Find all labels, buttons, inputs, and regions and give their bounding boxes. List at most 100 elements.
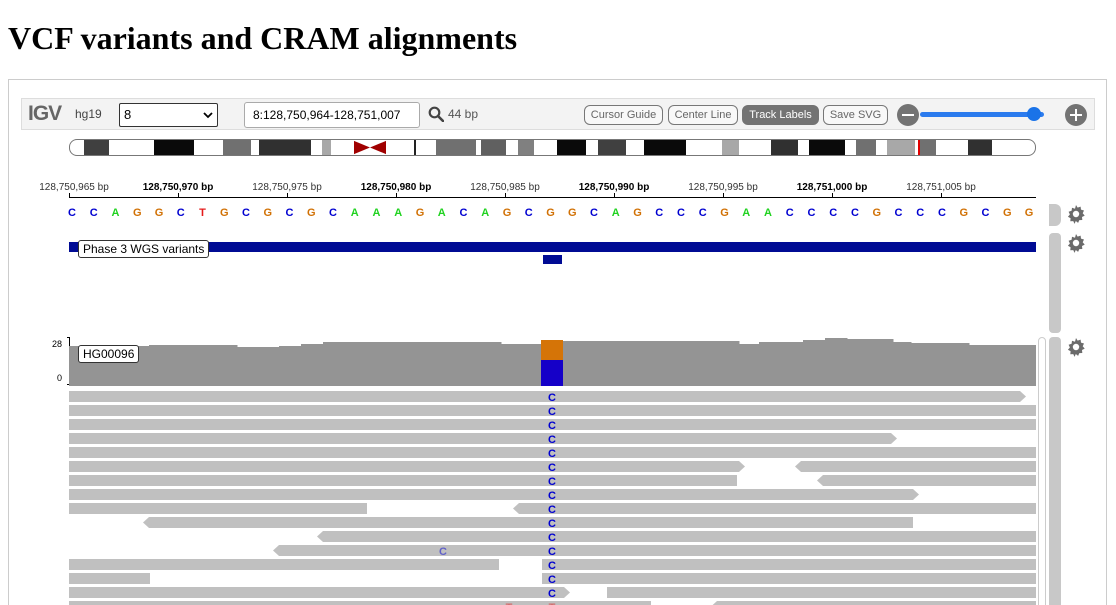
- coverage-track[interactable]: [69, 338, 1036, 386]
- coverage-bar: [969, 345, 1036, 386]
- zoom-slider-thumb[interactable]: [1027, 107, 1042, 121]
- ruler-tick: [178, 193, 179, 197]
- ideogram-band: [154, 140, 194, 155]
- chromosome-select[interactable]: 8: [119, 103, 218, 127]
- coverage-bar: [279, 346, 302, 386]
- alignment-read[interactable]: [711, 601, 1036, 605]
- alignment-read[interactable]: [69, 573, 150, 584]
- sequence-base: G: [872, 207, 882, 219]
- ruler-tick: [69, 193, 70, 197]
- alignment-read[interactable]: [69, 559, 499, 570]
- alignment-read[interactable]: [513, 503, 1036, 514]
- alignment-read[interactable]: [542, 559, 1036, 570]
- alignment-read[interactable]: [69, 587, 570, 598]
- sequence-base: G: [567, 207, 577, 219]
- sequence-base: T: [199, 207, 206, 219]
- alignment-read[interactable]: [69, 405, 1036, 416]
- ideogram-band: [856, 140, 876, 155]
- read-mismatch-base: C: [548, 490, 556, 502]
- chromosome-select-value: 8: [124, 107, 132, 122]
- alignment-track-label: HG00096: [78, 345, 140, 363]
- read-mismatch-base: C: [548, 518, 556, 530]
- variant-track-bar[interactable]: [69, 242, 1036, 252]
- read-mismatch-base: C: [548, 392, 556, 404]
- ideogram-band: [809, 140, 845, 155]
- sequence-base: C: [916, 207, 925, 219]
- alignment-read[interactable]: [795, 461, 1036, 472]
- ideogram-band: [84, 140, 109, 155]
- gear-icon[interactable]: [1066, 337, 1086, 357]
- save-svg-button[interactable]: Save SVG: [823, 105, 888, 125]
- center-line-button[interactable]: Center Line: [668, 105, 738, 125]
- gear-icon[interactable]: [1066, 204, 1086, 224]
- ruler-tick: [614, 193, 615, 197]
- centromere-icon: [354, 140, 386, 155]
- igv-navbar: IGV hg19 8 44 bp Cursor Guide Center Lin…: [21, 98, 1095, 130]
- alignment-read[interactable]: [607, 587, 1036, 598]
- cursor-guide-button[interactable]: Cursor Guide: [584, 105, 663, 125]
- alignment-read[interactable]: [817, 475, 1036, 486]
- genome-label: hg19: [75, 107, 102, 121]
- ideogram-band: [322, 140, 331, 155]
- alignment-read[interactable]: [273, 545, 1036, 556]
- alignment-track-scrollbar[interactable]: [1049, 337, 1061, 605]
- read-mismatch-base: C: [548, 574, 556, 586]
- read-mismatch-base: T: [549, 602, 556, 605]
- ruler-tick-label: 128,750,965 bp: [39, 182, 109, 193]
- coverage-bar: [301, 344, 324, 386]
- sequence-base: C: [285, 207, 294, 219]
- alignment-read[interactable]: [317, 531, 1036, 542]
- chromosome-ideogram[interactable]: [69, 139, 1036, 156]
- sequence-base: G: [219, 207, 229, 219]
- sequence-track-scrollbar[interactable]: [1049, 204, 1061, 226]
- ruler-track: 128,750,965 bp 128,750,970 bp 128,750,975 …: [39, 180, 1036, 200]
- variant-genotype[interactable]: [543, 255, 562, 264]
- sequence-base: G: [132, 207, 142, 219]
- sequence-base: A: [372, 207, 381, 219]
- alignment-read[interactable]: [69, 419, 1036, 430]
- alignment-read[interactable]: [69, 503, 367, 514]
- alignment-read[interactable]: [69, 447, 1036, 458]
- alignment-read[interactable]: [143, 517, 913, 528]
- read-mismatch-base: C: [548, 434, 556, 446]
- alignment-read[interactable]: [542, 573, 1036, 584]
- alignment-read[interactable]: [69, 433, 897, 444]
- zoom-in-icon[interactable]: [1065, 104, 1087, 126]
- coverage-bar: [803, 340, 826, 386]
- sequence-base: A: [764, 207, 772, 219]
- zoom-slider[interactable]: [920, 112, 1044, 117]
- coverage-bar: [501, 344, 542, 386]
- alignment-reads[interactable]: CCCCCCCCCCCCCCCCTT: [69, 390, 1036, 605]
- alignment-read[interactable]: [69, 391, 1026, 402]
- read-mismatch-base: C: [548, 546, 556, 558]
- ruler-tick-label: 128,750,990 bp: [578, 182, 650, 193]
- ruler-tick: [723, 193, 724, 197]
- coverage-scale-max: 28: [52, 339, 63, 349]
- ruler-tick-label: 128,751,000 bp: [796, 182, 868, 193]
- alignment-read[interactable]: [69, 601, 651, 605]
- ruler-tick-label: 128,750,975 bp: [252, 182, 322, 193]
- read-mismatch-base: C: [548, 448, 556, 460]
- search-icon[interactable]: [428, 106, 444, 122]
- read-mismatch-base: C: [548, 406, 556, 418]
- read-mismatch-base: C: [548, 588, 556, 600]
- ruler-tick: [396, 193, 397, 197]
- ideogram-band: [518, 140, 534, 155]
- coverage-bar: [759, 342, 804, 386]
- alignment-read[interactable]: [69, 489, 919, 500]
- alignment-read[interactable]: [69, 475, 737, 486]
- sequence-base: C: [459, 207, 468, 219]
- alignment-track-scroll-handle[interactable]: [1038, 337, 1046, 605]
- sequence-base: C: [698, 207, 707, 219]
- read-mismatch-base: C: [548, 476, 556, 488]
- alignment-read[interactable]: [69, 461, 745, 472]
- sequence-base: C: [677, 207, 685, 219]
- variant-track-scrollbar[interactable]: [1049, 233, 1061, 333]
- coverage-bar: [739, 344, 760, 386]
- zoom-out-icon[interactable]: [897, 104, 919, 126]
- track-labels-button[interactable]: Track Labels: [742, 105, 819, 125]
- sequence-base: G: [306, 207, 316, 219]
- locus-search-input[interactable]: [244, 102, 420, 128]
- gear-icon[interactable]: [1066, 233, 1086, 253]
- ideogram-current-position: [918, 140, 920, 155]
